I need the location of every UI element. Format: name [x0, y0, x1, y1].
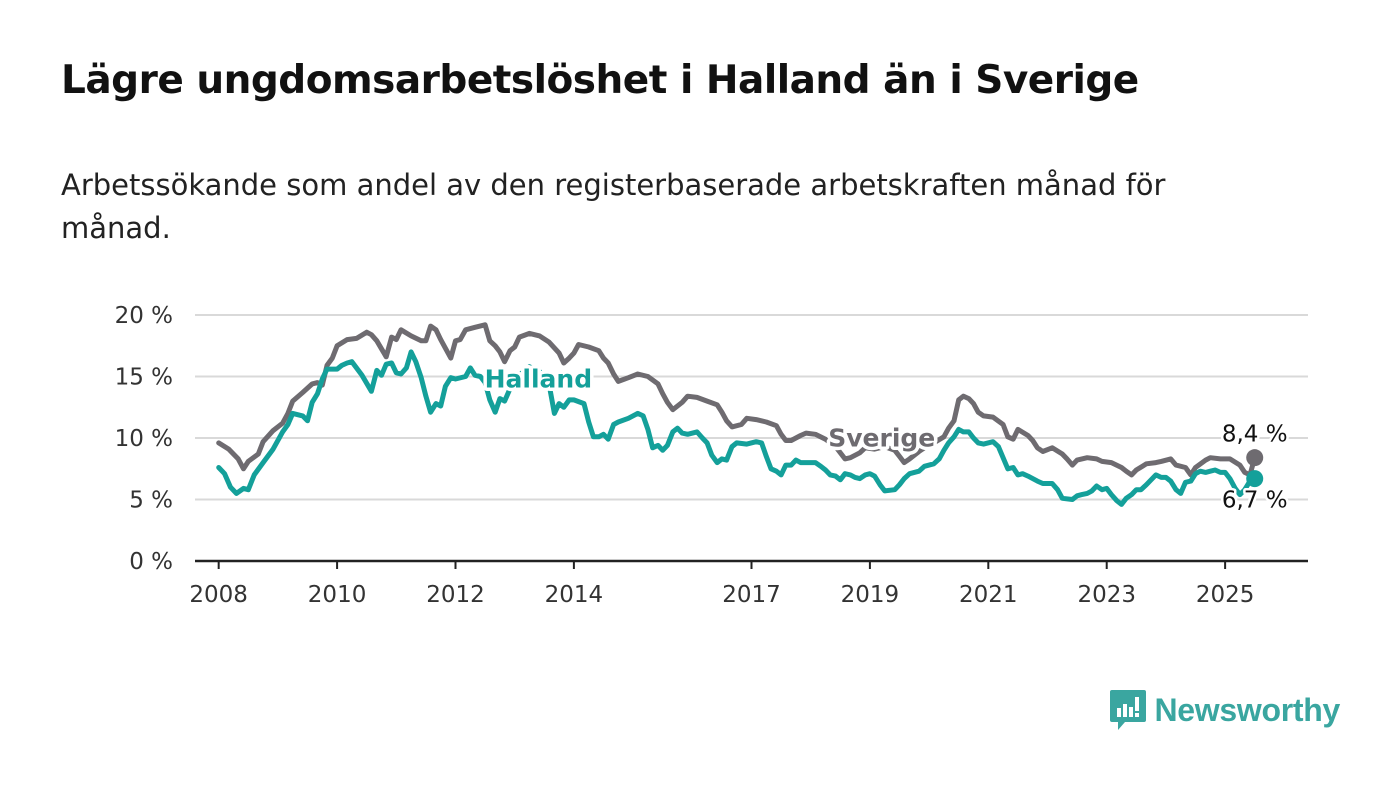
- x-tick-label: 2010: [308, 582, 367, 608]
- chart-title: Lägre ungdomsarbetslöshet i Halland än i…: [61, 58, 1139, 103]
- end-point-halland: [1246, 470, 1264, 488]
- end-point-sverige: [1246, 449, 1264, 467]
- series-label-halland: Halland: [485, 365, 593, 394]
- series-line-halland: [216, 349, 1258, 507]
- y-tick-label: 15 %: [115, 365, 173, 391]
- x-tick-label: 2012: [426, 582, 485, 608]
- x-tick-label: 2019: [841, 582, 900, 608]
- series-label-sverige: Sverige: [828, 424, 935, 453]
- bar-chart-speech-bubble-icon: [1109, 690, 1146, 730]
- end-value-label-halland: 6,7 %: [1222, 488, 1288, 514]
- end-value-label-sverige: 8,4 %: [1222, 422, 1288, 448]
- x-tick-label: 2021: [959, 582, 1018, 608]
- chart-subtitle: Arbetssökande som andel av den registerb…: [61, 168, 1166, 245]
- y-tick-label: 0 %: [129, 549, 173, 575]
- brand-name: Newsworthy: [1154, 691, 1341, 728]
- y-tick-label: 10 %: [115, 426, 173, 452]
- x-tick-label: 2025: [1196, 582, 1255, 608]
- x-tick-label: 2014: [545, 582, 604, 608]
- x-tick-label: 2023: [1077, 582, 1136, 608]
- x-tick-label: 2017: [722, 582, 781, 608]
- series-line-sverige: [216, 322, 1258, 478]
- newsworthy-logo: Newsworthy: [1109, 688, 1341, 732]
- y-tick-label: 5 %: [129, 488, 173, 514]
- x-tick-label: 2008: [189, 582, 248, 608]
- y-tick-label: 20 %: [115, 303, 173, 329]
